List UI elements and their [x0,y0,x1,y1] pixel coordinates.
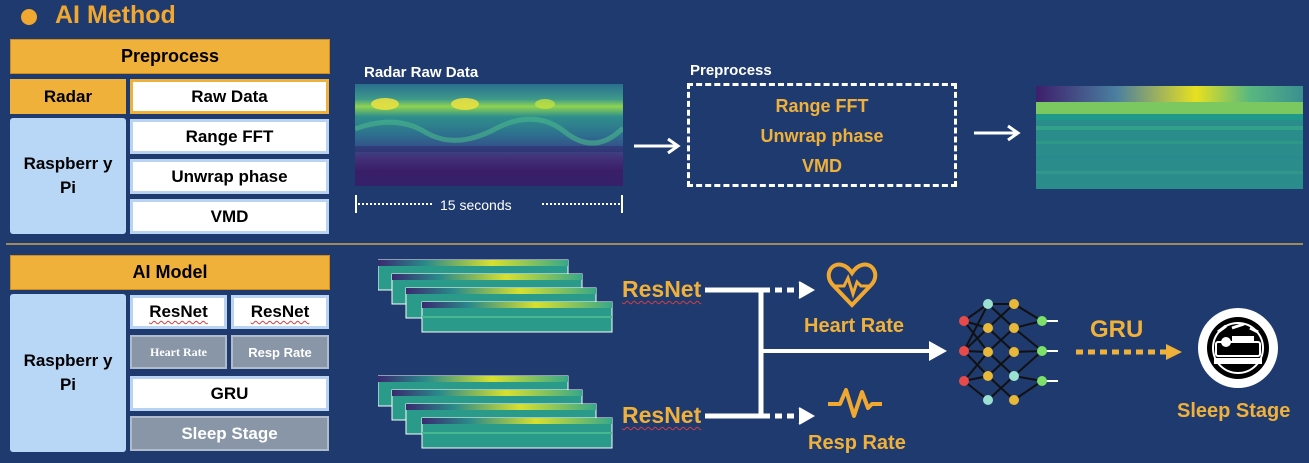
ai-model-header: AI Model [10,255,330,290]
resnet-label-top: ResNet [622,276,702,302]
processed-heatmap [1036,86,1303,189]
heart-pulse-icon [826,262,878,308]
arrow-icon [634,137,681,155]
preprocess-box [687,83,957,187]
raspberry-pi-label-top: Raspberr y Pi [10,118,126,234]
step-vmd: VMD [130,199,329,234]
neural-network-icon [959,299,1058,405]
step-raw-data: Raw Data [130,79,329,114]
pp-step-unwrap-phase: Unwrap phase [760,126,884,146]
sleep-stage-icon [1198,308,1278,388]
resp-rate-box: Resp Rate [231,335,329,369]
connector-lines [705,281,947,425]
pp-step-range-fft: Range FFT [775,96,869,116]
page-title: AI Method [55,1,176,29]
radar-raw-heatmap [355,84,623,186]
gru-label: GRU [1090,316,1144,343]
resp-rate-label: Resp Rate [808,432,906,454]
radar-raw-data-label: Radar Raw Data [364,64,479,81]
preprocess-header: Preprocess [10,39,330,74]
raspberry-pi-label-bottom: Raspberr y Pi [10,294,126,452]
resnet-box-b: ResNet [231,295,329,329]
dotted-arrow-icon [1076,344,1182,360]
radar-label: Radar [10,79,126,114]
step-unwrap-phase: Unwrap phase [130,159,329,194]
sleep-stage-label: Sleep Stage [1177,400,1291,422]
pp-step-vmd: VMD [802,156,842,176]
sleep-stage-box: Sleep Stage [130,416,329,451]
resnet-box-a: ResNet [130,295,227,329]
heart-rate-box: Heart Rate [130,335,227,369]
resp-spectrogram-stack [378,375,613,449]
resnet-label-bottom: ResNet [622,402,702,428]
pulse-wave-icon [828,388,882,418]
preprocess-box-label: Preprocess [690,62,772,79]
arrow-icon [974,124,1021,142]
heart-spectrogram-stack [378,259,613,333]
gru-box: GRU [130,376,329,411]
step-range-fft: Range FFT [130,119,329,154]
duration-bracket [355,195,623,213]
title-bullet [21,9,37,25]
duration-label: 15 seconds [440,197,512,213]
heart-rate-label: Heart Rate [804,315,905,337]
section-divider [6,243,1303,245]
